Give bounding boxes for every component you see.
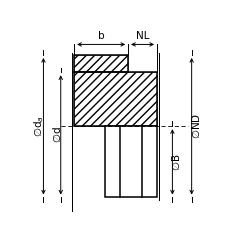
Text: $\emptyset$d$_a$: $\emptyset$d$_a$ <box>32 116 46 137</box>
Text: $\emptyset$B: $\emptyset$B <box>170 153 182 170</box>
Polygon shape <box>105 126 157 198</box>
Text: b: b <box>98 31 104 41</box>
Text: NL: NL <box>136 31 149 41</box>
Text: $\emptyset$ND: $\emptyset$ND <box>190 113 202 139</box>
Text: $\emptyset$d: $\emptyset$d <box>51 126 63 143</box>
